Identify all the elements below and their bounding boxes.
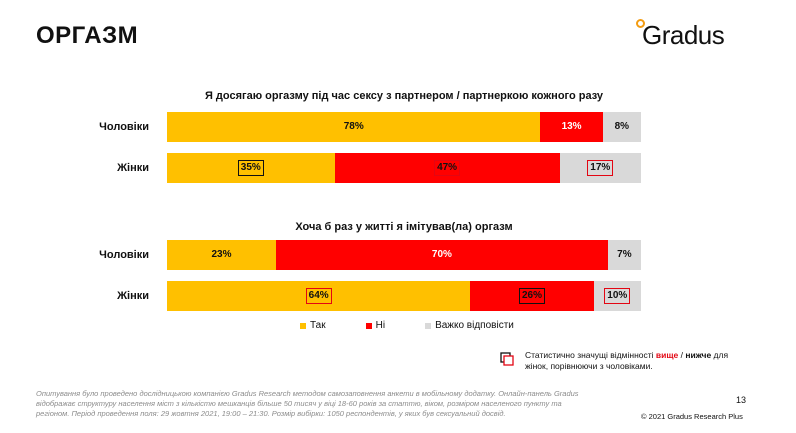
note-sep: /	[678, 350, 686, 360]
bar-segment: 70%	[276, 240, 608, 270]
copyright: © 2021 Gradus Research Plus	[641, 412, 743, 421]
bar-segment: 17%	[559, 153, 641, 183]
legend: Так Ні Важко відповісти	[300, 320, 554, 331]
data-label: 10%	[604, 288, 631, 304]
note-high: вище	[655, 350, 679, 360]
data-label: 13%	[561, 121, 582, 132]
data-label: 17%	[587, 160, 614, 176]
legend-swatch	[425, 322, 432, 329]
data-label: 47%	[434, 160, 461, 176]
bar-segment: 8%	[602, 112, 641, 142]
category-label: Чоловіки	[99, 249, 149, 261]
legend-item: Ні	[365, 320, 386, 331]
category-label: Жінки	[117, 162, 149, 174]
bar-segment: 13%	[540, 112, 603, 142]
bar-row: 23% 70% 7%	[167, 240, 641, 270]
category-label: Жінки	[117, 290, 149, 302]
bar-segment: 64%	[167, 281, 471, 311]
data-label: 70%	[431, 249, 452, 260]
legend-item: Так	[300, 320, 326, 331]
legend-label: Так	[310, 320, 326, 331]
data-label: 26%	[518, 288, 545, 304]
legend-swatch	[365, 322, 372, 329]
legend-item: Важко відповісти	[425, 320, 514, 331]
bar-row: 35% 47% 17%	[167, 153, 641, 183]
bar-segment: 10%	[593, 281, 641, 311]
legend-swatch	[300, 322, 306, 329]
chart-title: Я досягаю оргазму під час сексу з партне…	[204, 90, 604, 102]
bar-segment: 26%	[470, 281, 594, 311]
note-suffix: для жінок, порівнюючи з чоловіками.	[525, 350, 729, 371]
bar-segment: 35%	[167, 153, 335, 183]
note-prefix: Статистично значущі відмінності	[525, 350, 656, 360]
bar-segment: 47%	[334, 153, 560, 183]
methodology-footer: Опитування було проведено дослідницькою …	[36, 389, 579, 418]
page-number: 13	[736, 395, 747, 405]
legend-label: Ні	[375, 320, 386, 331]
data-label: 8%	[614, 121, 630, 132]
legend-label: Важко відповісти	[435, 320, 514, 331]
bar-segment: 78%	[167, 112, 541, 142]
logo-accent-icon	[636, 19, 645, 28]
data-label: 64%	[305, 288, 332, 304]
bar-segment: 7%	[607, 240, 641, 270]
data-label: 78%	[343, 121, 364, 132]
significance-box-icon	[500, 352, 514, 366]
bar-segment: 23%	[167, 240, 277, 270]
page-title: ОРГАЗМ	[36, 22, 139, 49]
data-label: 23%	[211, 249, 232, 260]
bar-row: 78% 13% 8%	[167, 112, 641, 142]
category-label: Чоловіки	[99, 121, 149, 133]
chart-title: Хоча б раз у житті я імітував(ла) оргазм	[295, 221, 513, 233]
logo-text: Gradus	[642, 20, 725, 50]
data-label: 7%	[617, 249, 632, 260]
data-label: 35%	[237, 160, 264, 176]
note-low: нижче	[685, 350, 712, 360]
significance-note: Статистично значущі відмінності вище / н…	[500, 350, 743, 372]
bar-row: 64% 26% 10%	[167, 281, 641, 311]
